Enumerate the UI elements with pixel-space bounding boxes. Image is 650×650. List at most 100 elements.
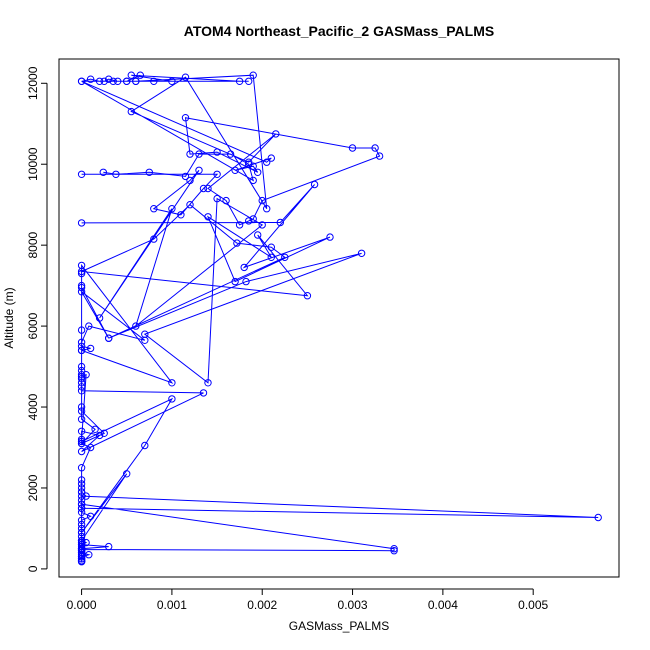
data-point	[77, 170, 86, 179]
data-point	[77, 383, 86, 391]
data-point	[77, 437, 86, 446]
data-point	[77, 447, 86, 456]
data-point	[77, 403, 86, 411]
data-point	[86, 512, 95, 520]
data-point	[249, 176, 257, 185]
data-point	[112, 170, 120, 179]
data-point	[77, 540, 86, 549]
data-point	[272, 130, 280, 138]
data-point	[77, 342, 86, 350]
series-layer	[77, 71, 602, 566]
data-point	[177, 211, 185, 219]
data-point	[150, 205, 158, 213]
data-point	[77, 326, 86, 334]
data-point	[233, 239, 241, 247]
data-point	[276, 218, 284, 227]
data-point	[95, 314, 104, 322]
data-point	[77, 338, 86, 346]
data-point	[77, 520, 86, 529]
y-axis-label: Altitude (m)	[2, 287, 16, 348]
data-point	[109, 77, 117, 86]
x-axis: 0.000 0.001 0.002 0.003 0.004 0.005	[67, 588, 549, 612]
series-line	[79, 169, 362, 384]
data-point	[132, 322, 140, 330]
data-point	[77, 373, 86, 381]
data-point	[105, 334, 113, 342]
data-point	[77, 476, 86, 484]
data-point	[105, 542, 113, 551]
data-point	[77, 488, 86, 496]
x-tick-label: 0.001	[157, 598, 187, 612]
data-point	[77, 508, 86, 516]
x-tick-label: 0.004	[428, 598, 458, 612]
data-point	[77, 281, 86, 290]
data-point	[77, 375, 86, 383]
data-point	[150, 235, 158, 243]
data-point	[258, 221, 266, 229]
data-point	[245, 160, 253, 168]
data-point	[303, 292, 312, 300]
data-point	[77, 516, 86, 524]
data-point	[245, 158, 253, 166]
data-point	[82, 538, 90, 547]
data-point	[204, 184, 212, 193]
data-point	[390, 545, 398, 553]
data-point	[263, 158, 271, 166]
data-point	[77, 528, 86, 537]
data-point	[267, 253, 275, 261]
data-point	[213, 170, 221, 179]
x-tick-label: 0.005	[518, 598, 548, 612]
data-point	[77, 77, 86, 86]
data-point	[77, 267, 86, 276]
y-axis: 0 2000 4000 6000 8000 10000 12000	[26, 66, 48, 572]
data-point	[77, 557, 86, 565]
data-point	[105, 75, 113, 83]
data-point	[86, 443, 95, 452]
data-point	[226, 150, 235, 158]
y-tick-label: 2000	[26, 474, 40, 501]
data-point	[249, 71, 257, 79]
data-point	[77, 480, 86, 488]
data-point	[213, 148, 221, 156]
data-point	[375, 152, 384, 160]
data-point	[186, 150, 194, 158]
data-point	[77, 435, 86, 444]
data-point	[204, 379, 212, 387]
data-point	[199, 184, 208, 193]
data-point	[99, 168, 108, 177]
data-point	[77, 407, 86, 415]
data-point	[123, 470, 131, 478]
data-point	[213, 194, 221, 203]
data-point	[77, 283, 86, 292]
data-point	[267, 243, 275, 251]
y-tick-label: 10000	[26, 147, 40, 181]
data-point	[77, 492, 86, 500]
data-point	[85, 322, 93, 330]
data-point	[77, 427, 86, 435]
data-point	[77, 346, 86, 355]
data-point	[195, 150, 203, 158]
data-point	[357, 249, 366, 258]
data-point	[186, 201, 194, 209]
data-point	[123, 77, 131, 86]
data-point	[281, 253, 289, 261]
data-point	[231, 277, 239, 286]
y-tick-label: 4000	[26, 393, 40, 420]
data-point	[181, 73, 190, 81]
data-point	[77, 464, 86, 472]
data-point	[168, 379, 176, 387]
data-point	[77, 219, 86, 227]
data-point	[240, 263, 248, 272]
data-point	[310, 180, 319, 189]
data-point	[77, 549, 86, 557]
y-tick-label: 12000	[26, 66, 40, 100]
data-point	[594, 513, 602, 522]
data-point	[168, 395, 176, 403]
data-point	[258, 196, 266, 205]
data-point	[181, 172, 190, 181]
data-point	[245, 217, 253, 225]
data-point	[242, 277, 250, 286]
data-point	[95, 431, 104, 440]
data-point	[199, 389, 208, 397]
